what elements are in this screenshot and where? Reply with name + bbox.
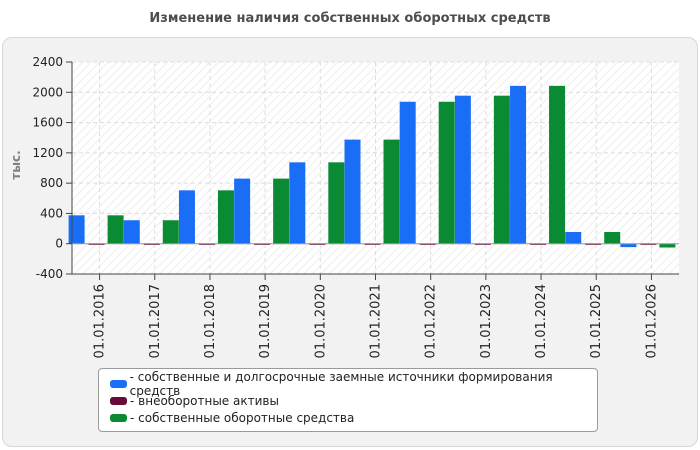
bar-series-1 <box>289 162 306 244</box>
y-tick-label: 2400 <box>32 55 63 69</box>
bar-series-3 <box>383 139 400 244</box>
bar-series-3 <box>328 162 345 244</box>
bar-series-1 <box>344 139 361 244</box>
bar-series-1 <box>620 243 637 248</box>
legend-item-working-capital: - собственные оборотные средства <box>110 409 597 426</box>
y-tick-label: 2000 <box>32 85 63 99</box>
chart-title: Изменение наличия собственных оборотных … <box>149 11 551 26</box>
bar-series-3 <box>493 95 510 244</box>
y-tick-label: 1600 <box>32 116 63 130</box>
x-tick-label: 01.01.2019 <box>258 284 273 358</box>
x-tick-label: 01.01.2022 <box>424 284 439 358</box>
bar-series-1 <box>178 190 195 244</box>
y-tick-label: 1200 <box>32 146 63 160</box>
bar-series-3 <box>217 190 234 244</box>
y-tick-label: 0 <box>55 237 63 251</box>
y-tick-label: -400 <box>36 267 63 281</box>
legend-label-noncurrent-assets: - внеоборотные активы <box>130 393 279 408</box>
legend-item-noncurrent-assets: - внеоборотные активы <box>110 392 597 409</box>
x-tick-label: 01.01.2017 <box>148 284 163 358</box>
bar-series-1 <box>234 178 251 244</box>
bar-series-1 <box>510 85 527 244</box>
x-tick-label: 01.01.2020 <box>313 284 328 358</box>
bar-series-1 <box>454 95 471 244</box>
x-tick-label: 01.01.2024 <box>534 284 549 358</box>
bar-series-1 <box>399 101 416 244</box>
bar-series-3 <box>604 231 621 244</box>
x-tick-label: 01.01.2026 <box>644 284 659 358</box>
x-tick-label: 01.01.2025 <box>589 284 604 358</box>
bar-series-3 <box>549 85 566 244</box>
x-tick-label: 01.01.2021 <box>369 284 384 358</box>
legend-item-sources: - собственные и долгосрочные заемные ист… <box>110 370 597 398</box>
bar-series-1 <box>123 220 140 244</box>
x-tick-label: 01.01.2016 <box>93 284 108 358</box>
legend-label-sources: - собственные и долгосрочные заемные ист… <box>129 369 553 398</box>
legend-swatch-working-capital <box>110 413 127 422</box>
bar-series-1 <box>565 231 582 244</box>
x-tick-label: 01.01.2018 <box>203 284 218 358</box>
bar-series-3 <box>659 243 676 248</box>
bar-series-3 <box>107 215 124 244</box>
x-tick-label: 01.01.2023 <box>479 284 494 358</box>
y-axis-label: тыс. <box>9 150 23 179</box>
y-tick-label: 400 <box>40 206 63 220</box>
legend: - собственные и долгосрочные заемные ист… <box>98 368 598 432</box>
bar-series-3 <box>438 101 455 244</box>
legend-label-working-capital: - собственные оборотные средства <box>130 410 355 425</box>
bar-series-3 <box>162 220 179 244</box>
bar-series-1 <box>68 215 85 244</box>
bar-series-3 <box>273 178 290 244</box>
legend-swatch-noncurrent-assets <box>110 396 127 405</box>
y-tick-label: 800 <box>40 176 63 190</box>
legend-swatch-sources <box>110 379 127 388</box>
